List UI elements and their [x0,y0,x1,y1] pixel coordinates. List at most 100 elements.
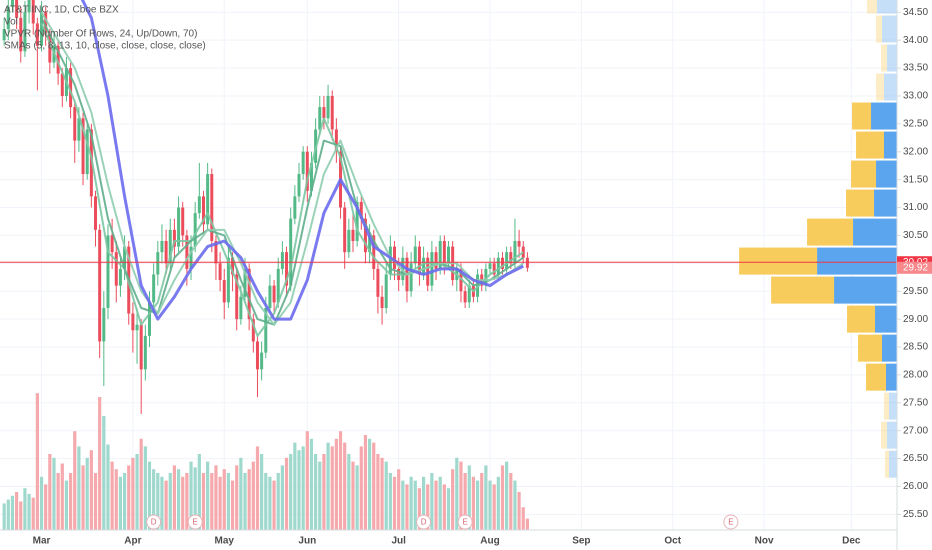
candle-body [305,151,309,191]
candle-body [226,257,230,303]
volume-bar [367,438,372,530]
candle-body [148,302,151,336]
volume-bar [127,465,131,530]
candle-body [492,263,496,275]
volume-bar [147,461,152,530]
vpvr-down [852,102,872,130]
vpvr-up [853,218,897,246]
candle-body [247,268,251,320]
event-marker [723,514,739,530]
candle-body [197,196,201,214]
candle-body [94,196,98,230]
volume-bar [338,431,343,530]
candle-body [368,235,372,253]
volume-bar [19,501,23,530]
volume-bar [480,473,484,530]
volume-bar [160,476,164,530]
volume-bar [488,480,492,530]
sma-line [80,0,524,321]
volume-bar [156,473,160,530]
candle-body [156,252,160,275]
volume-bar [73,431,77,530]
volume-bar [77,446,81,530]
vpvr-down [867,0,878,14]
y-tick-label: 28.50 [903,342,928,353]
candle-body [272,285,276,303]
volume-bar [2,503,6,530]
candle-body [343,207,347,253]
candle-body [139,324,143,370]
legend-indicator: Vol [4,17,18,28]
candle-body [326,95,330,119]
legend-indicator: SMAs (5, 8, 13, 10, close, close, close,… [4,41,206,52]
y-tick-label: 27.50 [903,397,928,408]
y-tick-label: 26.50 [903,453,928,464]
x-tick-label: Aug [480,536,499,547]
candle-body [525,257,529,268]
volume-bar [201,473,206,530]
event-label: E [193,518,198,527]
candle-body [430,252,434,286]
vpvr-down [739,247,818,275]
candle-body [243,268,247,297]
vpvr-up [884,73,897,101]
vpvr-down [876,15,883,43]
candle-body [359,201,363,219]
price-label-box [897,261,932,274]
volume-bar [110,461,114,530]
candle-body [131,313,135,331]
candle-body [513,241,517,264]
y-tick-label: 28.00 [903,370,928,381]
volume-bar [309,438,314,530]
candle-body [235,274,239,320]
volume-bar [102,416,106,530]
volume-bar [413,480,417,530]
vpvr-up [884,131,897,159]
candle-body [210,174,214,242]
vpvr-down [881,421,888,449]
vpvr-up [834,276,897,304]
volume-bar [347,454,351,530]
volume-bar [434,480,438,530]
candle-body [177,207,181,247]
vpvr-down [858,334,883,362]
event-label: D [421,518,427,527]
candle-body [363,218,367,253]
candle-body [463,291,467,303]
vpvr-up [887,44,897,72]
candle-body [285,252,289,286]
candle-body [376,268,380,297]
candle-body [102,307,106,342]
candle-body [438,241,442,269]
y-tick-label: 33.00 [903,91,928,102]
legend-title: AT&T INC, 1D, Cboe BZX [4,5,119,16]
volume-bar [409,476,413,530]
volume-bar [222,469,226,530]
volume-bar [484,465,488,530]
volume-bar [376,454,380,530]
volume-bar [23,488,27,530]
event-marker [457,514,473,530]
candle-body [181,207,185,236]
candle-body [442,241,446,264]
candle-body [73,107,77,141]
x-tick-label: Nov [755,536,774,547]
candle-body [189,246,193,269]
y-tick-label: 29.50 [903,286,928,297]
y-tick-label: 27.00 [903,425,928,436]
volume-bar [318,461,322,530]
candle-body [318,107,322,130]
legend: AT&T INC, 1D, Cboe BZX Vol VPVR (Number … [4,5,206,52]
volume-bar [114,469,118,530]
event-label: E [462,518,467,527]
volume-bar [326,442,330,530]
volume-bar [152,469,156,530]
y-tick-label: 30.50 [903,230,928,241]
volume-bar [193,467,197,530]
candle-body [409,263,413,292]
volume-bar [176,469,181,530]
volume-bar [210,473,214,530]
candle-body [172,229,176,247]
vpvr-up [875,305,897,333]
volume-bar [293,442,297,530]
